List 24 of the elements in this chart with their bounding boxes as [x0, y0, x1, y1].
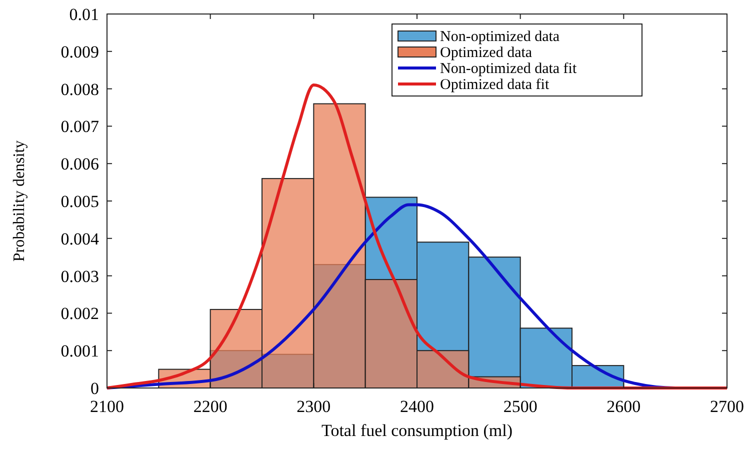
- y-tick-label: 0: [90, 379, 99, 398]
- x-tick-label: 2400: [400, 397, 434, 416]
- y-tick-label: 0.004: [60, 229, 100, 248]
- y-tick-label: 0.007: [60, 117, 100, 136]
- y-tick-label: 0.005: [60, 192, 99, 211]
- legend-label: Non-optimized data: [440, 29, 560, 45]
- legend-label: Optimized data: [440, 45, 532, 61]
- y-tick-label: 0.009: [60, 42, 99, 62]
- x-axis-title: Total fuel consumption (ml): [322, 421, 512, 440]
- x-tick-label: 2700: [710, 397, 744, 416]
- y-tick-label: 0.001: [60, 342, 99, 361]
- y-tick-label: 0.006: [60, 154, 99, 174]
- legend-label: Non-optimized data fit: [440, 61, 578, 77]
- x-tick-label: 2300: [296, 397, 331, 416]
- y-axis-title: Probability density: [11, 140, 28, 262]
- x-tick-label: 2600: [606, 397, 641, 416]
- y-tick-label: 0.008: [60, 80, 99, 99]
- x-tick-label: 2500: [503, 397, 538, 416]
- y-tick-label: 0.003: [60, 266, 99, 286]
- y-tick-label: 0.01: [69, 5, 99, 24]
- legend-label: Optimized data fit: [440, 77, 550, 93]
- y-tick-label: 0.002: [60, 304, 99, 324]
- x-tick-label: 2200: [193, 397, 228, 416]
- x-tick-label: 2100: [90, 397, 124, 416]
